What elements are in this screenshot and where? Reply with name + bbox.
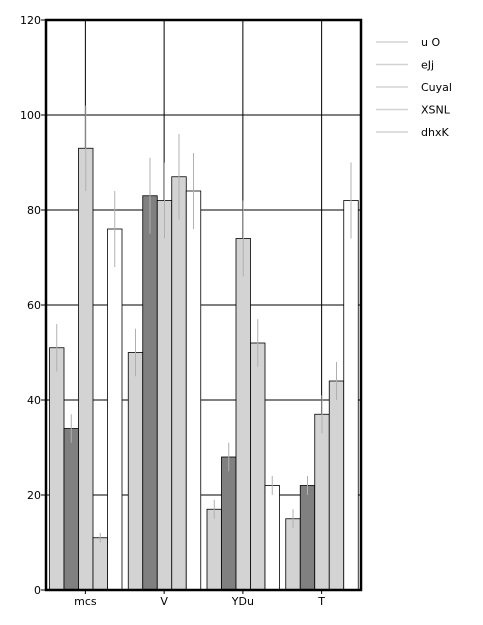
error-bars bbox=[56, 105, 352, 543]
bar-u-O-YDu bbox=[206, 508, 222, 591]
legend-label-4: dhxK bbox=[421, 126, 449, 139]
y-tick-label-2: 40 bbox=[27, 394, 41, 407]
y-axis-ticks: 0 20 40 60 80 100 120 bbox=[20, 14, 46, 597]
y-tick-label-0: 0 bbox=[34, 584, 41, 597]
y-tick-label-4: 80 bbox=[27, 204, 41, 217]
bar-dhxK-T bbox=[343, 200, 359, 591]
bar-u-O-mcs bbox=[49, 347, 65, 591]
bars bbox=[49, 147, 359, 591]
bar-XSNL-T bbox=[328, 380, 345, 591]
bar-Cuyal-T bbox=[314, 413, 330, 591]
bar-u-O-V bbox=[127, 352, 144, 591]
legend-label-1: eJj bbox=[421, 59, 434, 72]
bar-XSNL-YDu bbox=[250, 342, 266, 591]
bar-XSNL-V bbox=[171, 176, 187, 591]
bar-eJj-V bbox=[142, 195, 158, 591]
y-tick-label-6: 120 bbox=[20, 14, 41, 27]
x-tick-label-0: mcs bbox=[74, 595, 97, 608]
bar-Cuyal-V bbox=[156, 200, 173, 591]
bar-eJj-mcs bbox=[63, 428, 79, 591]
x-tick-label-1: V bbox=[160, 595, 168, 608]
legend-label-0: u O bbox=[421, 36, 440, 49]
bar-dhxK-YDu bbox=[264, 485, 280, 591]
bar-eJj-T bbox=[299, 485, 316, 591]
y-tick-label-5: 100 bbox=[20, 109, 41, 122]
x-tick-label-2: YDu bbox=[231, 595, 254, 608]
bar-eJj-YDu bbox=[221, 456, 237, 591]
bar-Cuyal-YDu bbox=[235, 238, 251, 591]
bar-dhxK-mcs bbox=[107, 228, 123, 591]
legend: u O eJj Cuyal XSNL dhxK bbox=[376, 36, 452, 139]
bar-u-O-T bbox=[285, 518, 301, 591]
legend-label-3: XSNL bbox=[421, 104, 451, 117]
y-tick-label-1: 20 bbox=[27, 489, 41, 502]
x-tick-label-3: T bbox=[317, 595, 325, 608]
y-tick-label-3: 60 bbox=[27, 299, 41, 312]
legend-label-2: Cuyal bbox=[421, 81, 452, 94]
x-axis-ticks: mcs V YDu T bbox=[74, 590, 325, 608]
bar-dhxK-V bbox=[185, 190, 202, 591]
bar-Cuyal-mcs bbox=[78, 147, 94, 591]
bar-XSNL-mcs bbox=[92, 537, 108, 591]
